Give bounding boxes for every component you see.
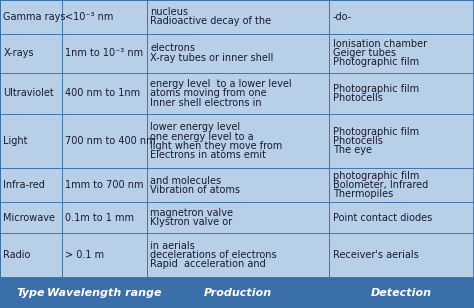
Polygon shape (147, 0, 329, 34)
Text: Klystron valve or: Klystron valve or (150, 217, 232, 227)
Polygon shape (147, 168, 329, 202)
Text: Radio: Radio (3, 250, 31, 260)
Text: and molecules: and molecules (150, 176, 221, 186)
Text: -do-: -do- (333, 12, 352, 22)
Text: energy level  to a lower level: energy level to a lower level (150, 79, 292, 89)
Text: Radioactive decay of the: Radioactive decay of the (150, 16, 272, 26)
Polygon shape (329, 0, 474, 34)
Text: Light: Light (3, 136, 28, 146)
Polygon shape (329, 168, 474, 202)
Text: 1mm to 700 nm: 1mm to 700 nm (65, 180, 144, 190)
Text: nucleus: nucleus (150, 7, 188, 17)
Text: X-rays: X-rays (3, 48, 34, 58)
Text: Type: Type (17, 288, 45, 298)
Polygon shape (62, 114, 147, 168)
Polygon shape (62, 202, 147, 233)
Text: Geiger tubes: Geiger tubes (333, 48, 396, 58)
Text: Ionisation chamber: Ionisation chamber (333, 39, 427, 49)
Polygon shape (329, 73, 474, 114)
Polygon shape (147, 202, 329, 233)
Polygon shape (0, 73, 62, 114)
Text: Infra-red: Infra-red (3, 180, 45, 190)
Text: Wavelength range: Wavelength range (47, 288, 162, 298)
Polygon shape (147, 114, 329, 168)
Text: decelerations of electrons: decelerations of electrons (150, 250, 277, 260)
Polygon shape (62, 168, 147, 202)
Text: Production: Production (204, 288, 272, 298)
Text: Photocells: Photocells (333, 93, 383, 103)
Text: Ultraviolet: Ultraviolet (3, 88, 54, 98)
Text: 0.1m to 1 mm: 0.1m to 1 mm (65, 213, 134, 223)
Polygon shape (329, 114, 474, 168)
Text: Receiver's aerials: Receiver's aerials (333, 250, 419, 260)
Text: photographic film: photographic film (333, 171, 419, 181)
Polygon shape (62, 233, 147, 277)
Polygon shape (147, 277, 329, 308)
Polygon shape (329, 233, 474, 277)
Polygon shape (0, 233, 62, 277)
Text: Photographic film: Photographic film (333, 84, 419, 94)
Polygon shape (62, 34, 147, 73)
Text: atoms moving from one: atoms moving from one (150, 88, 267, 98)
Text: Detection: Detection (371, 288, 432, 298)
Text: The eye: The eye (333, 145, 372, 156)
Text: Rapid  acceleration and: Rapid acceleration and (150, 259, 266, 270)
Text: Photocells: Photocells (333, 136, 383, 146)
Polygon shape (0, 114, 62, 168)
Text: magnetron valve: magnetron valve (150, 208, 233, 218)
Text: Vibration of atoms: Vibration of atoms (150, 185, 240, 195)
Text: Thermopiles: Thermopiles (333, 189, 393, 200)
Text: in aerials: in aerials (150, 241, 195, 251)
Text: light when they move from: light when they move from (150, 141, 283, 151)
Polygon shape (62, 73, 147, 114)
Text: Point contact diodes: Point contact diodes (333, 213, 432, 223)
Polygon shape (329, 34, 474, 73)
Text: X-ray tubes or inner shell: X-ray tubes or inner shell (150, 53, 273, 63)
Polygon shape (147, 34, 329, 73)
Text: Electrons in atoms emit: Electrons in atoms emit (150, 150, 266, 160)
Text: 400 nm to 1nm: 400 nm to 1nm (65, 88, 140, 98)
Text: Gamma rays: Gamma rays (3, 12, 66, 22)
Polygon shape (62, 277, 147, 308)
Polygon shape (0, 202, 62, 233)
Polygon shape (147, 233, 329, 277)
Polygon shape (147, 73, 329, 114)
Polygon shape (329, 277, 474, 308)
Text: Microwave: Microwave (3, 213, 55, 223)
Text: one energy level to a: one energy level to a (150, 132, 254, 142)
Polygon shape (0, 0, 62, 34)
Text: 1nm to 10⁻³ nm: 1nm to 10⁻³ nm (65, 48, 143, 58)
Text: Photographic film: Photographic film (333, 127, 419, 137)
Text: electrons: electrons (150, 43, 195, 54)
Text: Photographic film: Photographic film (333, 57, 419, 67)
Polygon shape (62, 0, 147, 34)
Polygon shape (0, 168, 62, 202)
Text: lower energy level: lower energy level (150, 122, 240, 132)
Polygon shape (329, 202, 474, 233)
Text: <10⁻³ nm: <10⁻³ nm (65, 12, 113, 22)
Text: 700 nm to 400 nm: 700 nm to 400 nm (65, 136, 155, 146)
Polygon shape (0, 34, 62, 73)
Text: Inner shell electrons in: Inner shell electrons in (150, 98, 262, 107)
Text: Bolometer, Infrared: Bolometer, Infrared (333, 180, 428, 190)
Polygon shape (0, 277, 62, 308)
Text: > 0.1 m: > 0.1 m (65, 250, 104, 260)
